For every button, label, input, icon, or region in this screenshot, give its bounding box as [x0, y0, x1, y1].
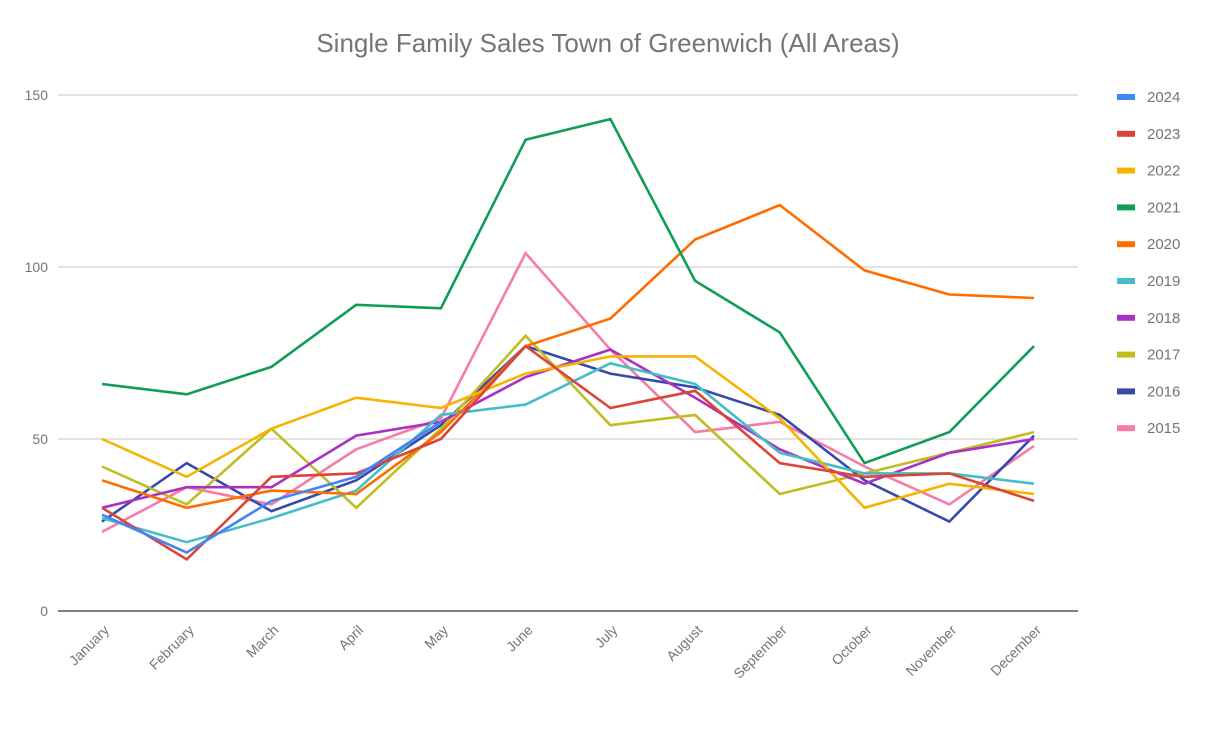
legend-swatch	[1117, 204, 1135, 211]
series-line-2018	[101, 348, 1035, 510]
y-tick-label: 0	[40, 603, 48, 619]
x-tick-label: January	[66, 622, 113, 669]
y-tick-label: 50	[32, 431, 48, 447]
legend-swatch	[1117, 388, 1135, 395]
legend-label: 2015	[1147, 420, 1180, 437]
legend-item-2022[interactable]: 2022	[1117, 163, 1180, 180]
legend-item-2019[interactable]: 2019	[1117, 273, 1180, 290]
legend-label: 2021	[1147, 199, 1180, 216]
legend-item-2021[interactable]: 2021	[1117, 199, 1180, 216]
x-tick-label: August	[663, 622, 705, 664]
legend-item-2015[interactable]: 2015	[1117, 420, 1180, 437]
series-line-2017	[101, 333, 1035, 510]
legend-label: 2020	[1147, 236, 1180, 253]
legend-item-2017[interactable]: 2017	[1117, 347, 1180, 364]
x-axis-ticks: January February March April May June July Augu…	[66, 622, 1045, 682]
legend-label: 2023	[1147, 126, 1180, 143]
series-line-2015	[101, 250, 1035, 534]
legend-item-2020[interactable]: 2020	[1117, 236, 1180, 253]
y-axis-ticks: 0 50 100 150	[25, 87, 49, 619]
chart-title: Single Family Sales Town of Greenwich (A…	[316, 28, 899, 58]
legend-label: 2019	[1147, 273, 1180, 290]
legend-label: 2022	[1147, 163, 1180, 180]
legend-swatch	[1117, 167, 1135, 174]
legend-swatch	[1117, 425, 1135, 432]
x-tick-label: May	[421, 622, 451, 652]
x-tick-label: April	[335, 622, 366, 653]
x-tick-label: October	[828, 622, 875, 669]
x-tick-label: December	[987, 622, 1044, 679]
legend-item-2018[interactable]: 2018	[1117, 310, 1180, 327]
legend-swatch	[1117, 351, 1135, 358]
y-tick-label: 100	[25, 259, 49, 275]
y-tick-label: 150	[25, 87, 49, 103]
x-tick-label: September	[730, 622, 790, 682]
legend-swatch	[1117, 278, 1135, 284]
legend-swatch	[1117, 314, 1135, 321]
x-tick-label: March	[243, 622, 282, 661]
legend-label: 2017	[1147, 347, 1180, 364]
legend: 2024 2023 2022 2021 2020 2019 2018 2017 2016 2015	[1117, 89, 1180, 437]
series-line-2021	[101, 117, 1035, 465]
legend-label: 2018	[1147, 310, 1180, 327]
series-line-2023	[101, 344, 1035, 562]
series-line-2020	[101, 203, 1035, 510]
series-line-2016	[101, 344, 1035, 524]
x-tick-label: July	[592, 622, 621, 651]
legend-swatch	[1117, 241, 1135, 248]
series-line-2019	[101, 361, 1035, 544]
series-lines	[101, 117, 1035, 562]
legend-swatch	[1117, 94, 1135, 100]
legend-swatch	[1117, 130, 1135, 137]
x-tick-label: June	[503, 622, 536, 655]
series-line-2022	[101, 355, 1035, 510]
legend-item-2023[interactable]: 2023	[1117, 126, 1180, 143]
legend-item-2016[interactable]: 2016	[1117, 383, 1180, 400]
legend-label: 2016	[1147, 383, 1180, 400]
series-line-2024	[101, 420, 442, 554]
x-tick-label: November	[902, 622, 959, 679]
x-tick-label: February	[146, 622, 197, 673]
gridlines	[58, 94, 1078, 612]
legend-label: 2024	[1147, 89, 1180, 106]
legend-item-2024[interactable]: 2024	[1117, 89, 1180, 106]
